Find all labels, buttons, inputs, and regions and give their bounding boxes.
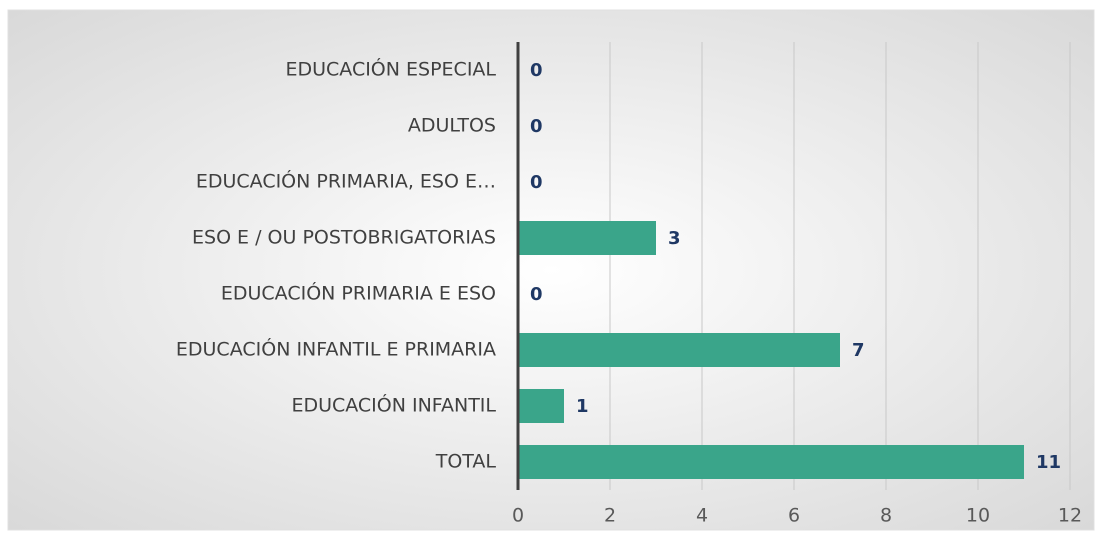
bar bbox=[518, 221, 656, 255]
y-tick-label: ESO E / OU POSTOBRIGATORIAS bbox=[192, 227, 496, 249]
x-tick-label: 6 bbox=[788, 505, 800, 527]
bar bbox=[518, 333, 840, 367]
data-label: 0 bbox=[530, 172, 543, 193]
bar bbox=[518, 389, 564, 423]
x-tick-label: 2 bbox=[604, 505, 616, 527]
y-tick-label: EDUCACIÓN PRIMARIA, ESO E… bbox=[196, 169, 496, 193]
data-label: 0 bbox=[530, 116, 543, 137]
x-tick-label: 8 bbox=[880, 505, 892, 527]
data-label: 3 bbox=[668, 228, 681, 249]
y-tick-label: EDUCACIÓN PRIMARIA E ESO bbox=[221, 281, 496, 305]
y-tick-label: EDUCACIÓN INFANTIL E PRIMARIA bbox=[176, 337, 496, 361]
data-label: 0 bbox=[530, 284, 543, 305]
y-tick-label: EDUCACIÓN INFANTIL bbox=[291, 393, 496, 417]
chart-area bbox=[7, 9, 1095, 531]
x-tick-label: 4 bbox=[696, 505, 708, 527]
data-label: 7 bbox=[852, 340, 865, 361]
x-tick-label: 10 bbox=[966, 505, 990, 527]
y-tick-label: EDUCACIÓN ESPECIAL bbox=[285, 57, 496, 81]
x-tick-label: 12 bbox=[1058, 505, 1082, 527]
y-tick-label: ADULTOS bbox=[408, 115, 496, 137]
x-tick-label: 0 bbox=[512, 505, 524, 527]
bar bbox=[518, 445, 1024, 479]
data-label: 0 bbox=[530, 60, 543, 81]
data-label: 1 bbox=[576, 396, 589, 417]
data-label: 11 bbox=[1036, 452, 1061, 473]
y-tick-label: TOTAL bbox=[435, 451, 497, 473]
